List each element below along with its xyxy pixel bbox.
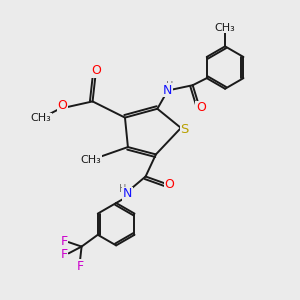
Text: F: F — [60, 235, 68, 248]
Text: O: O — [164, 178, 174, 191]
Text: N: N — [163, 84, 172, 97]
Text: CH₃: CH₃ — [31, 113, 51, 124]
Text: CH₃: CH₃ — [81, 155, 101, 165]
Text: N: N — [123, 188, 132, 200]
Text: F: F — [76, 260, 84, 273]
Text: CH₃: CH₃ — [215, 23, 236, 33]
Text: O: O — [91, 64, 101, 77]
Text: O: O — [58, 99, 68, 112]
Text: H: H — [119, 184, 127, 194]
Text: H: H — [166, 81, 173, 91]
Text: F: F — [60, 248, 68, 261]
Text: S: S — [180, 123, 189, 136]
Text: O: O — [196, 101, 206, 114]
